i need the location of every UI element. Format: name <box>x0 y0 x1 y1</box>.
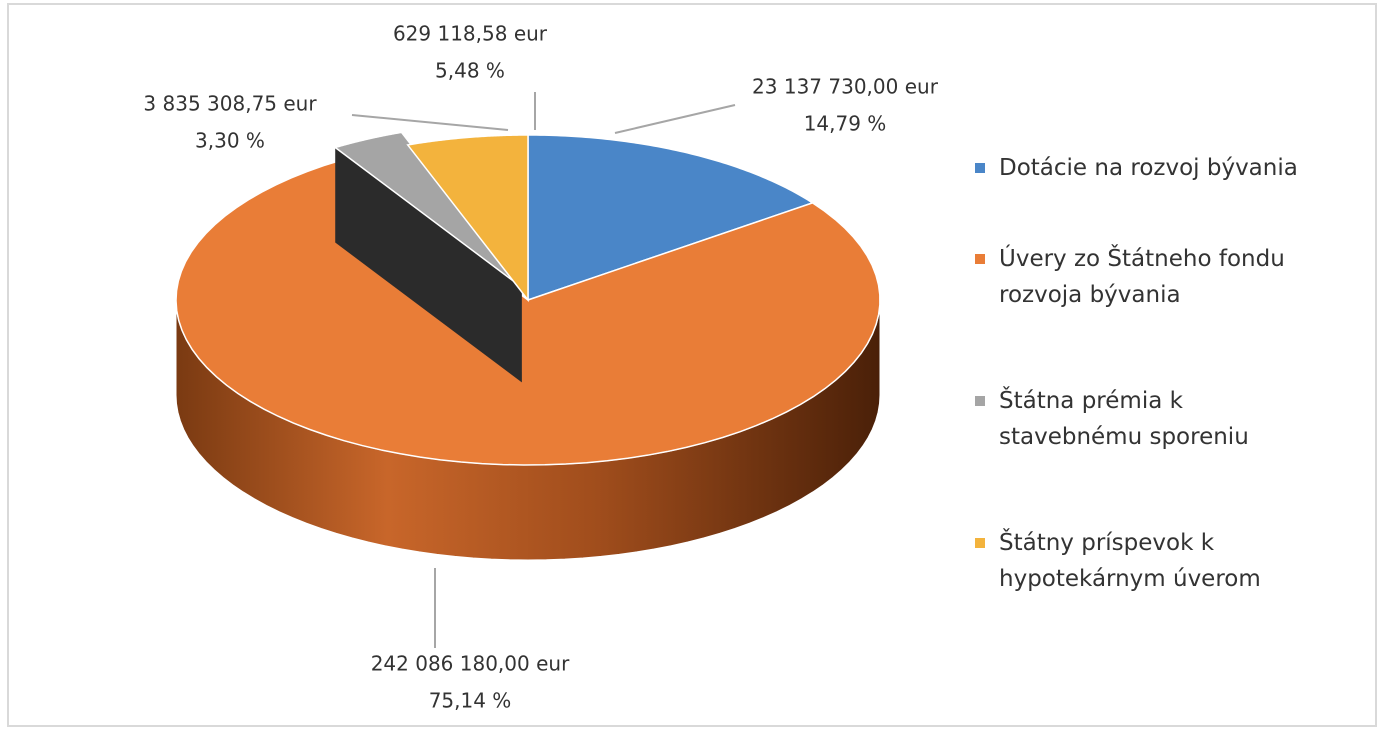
leader-line <box>351 114 509 131</box>
legend-swatch <box>975 163 985 173</box>
legend-label: Dotácie na rozvoj bývania <box>999 155 1298 181</box>
data-label-percent: 3,30 % <box>195 129 265 153</box>
legend-item: Štátny príspevok k hypotekárnym úverom <box>975 525 1330 597</box>
legend-swatch <box>975 254 985 264</box>
legend-swatch <box>975 396 985 406</box>
data-label-amount: 23 137 730,00 eur <box>752 75 939 99</box>
leader-line <box>614 104 736 134</box>
legend-label: Štátny príspevok k hypotekárnym úverom <box>999 530 1261 592</box>
legend-item: Dotácie na rozvoj bývania <box>975 150 1330 186</box>
legend: Dotácie na rozvoj bývania Úvery zo Štátne… <box>975 150 1330 597</box>
slice <box>333 131 523 289</box>
legend-label: Štátna prémia k stavebnému sporeniu <box>999 388 1249 450</box>
data-label-percent: 75,14 % <box>429 689 512 713</box>
legend-label: Úvery zo Štátneho fondu rozvoja bývania <box>999 246 1285 308</box>
data-label-amount: 629 118,58 eur <box>393 22 548 46</box>
slice <box>527 134 815 302</box>
slice <box>406 134 529 303</box>
legend-item: Štátna prémia k stavebnému sporeniu <box>975 383 1330 455</box>
data-label-amount: 242 086 180,00 eur <box>371 652 570 676</box>
data-label-percent: 14,79 % <box>804 112 887 136</box>
legend-swatch <box>975 538 985 548</box>
data-label-percent: 5,48 % <box>435 59 505 83</box>
data-label-amount: 3 835 308,75 eur <box>143 92 317 116</box>
slice-cut <box>335 147 522 383</box>
legend-item: Úvery zo Štátneho fondu rozvoja bývania <box>975 241 1330 313</box>
frame <box>7 3 1377 727</box>
